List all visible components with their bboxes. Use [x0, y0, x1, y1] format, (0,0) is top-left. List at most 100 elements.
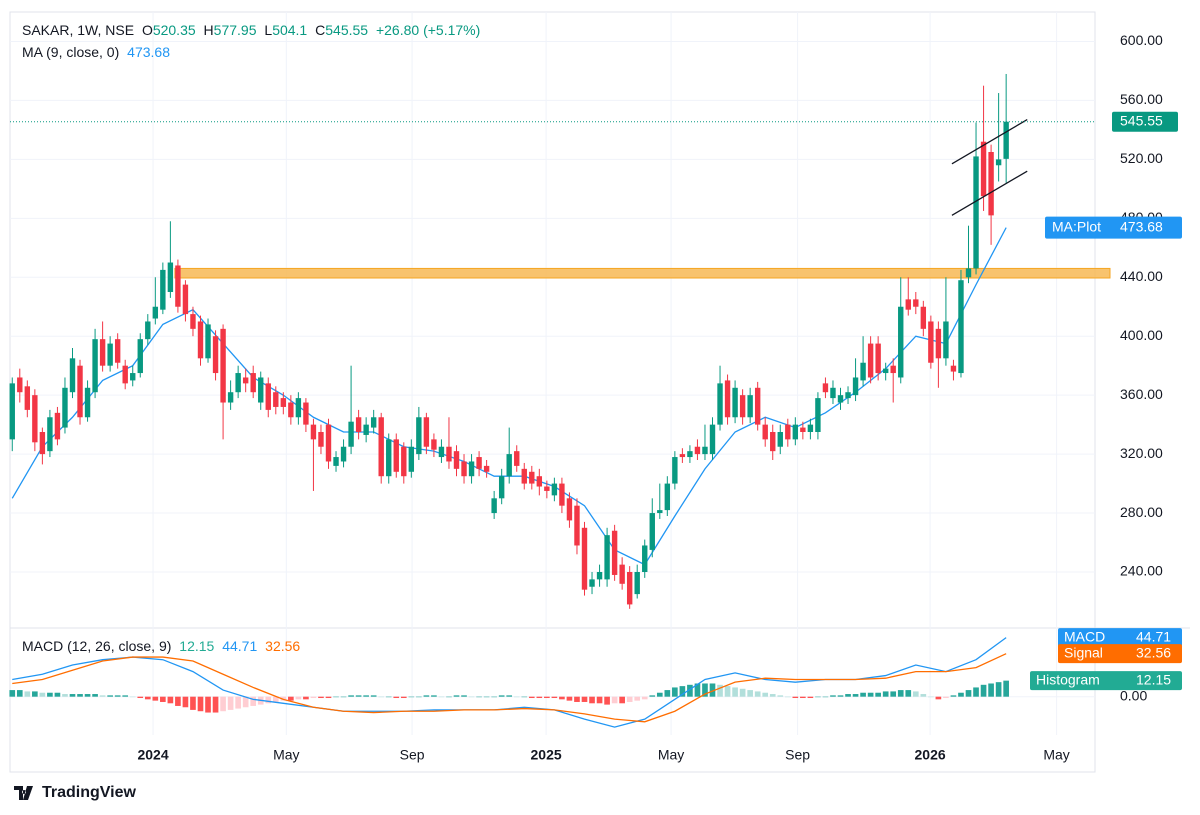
histogram-bar	[378, 696, 385, 698]
histogram-bar	[461, 695, 467, 697]
candle-body	[536, 476, 543, 487]
histogram-bar	[212, 696, 219, 713]
candle-body	[333, 457, 339, 466]
candle-body	[197, 321, 204, 359]
histogram-bar	[845, 694, 851, 697]
signal-tag-name: Signal	[1064, 644, 1103, 660]
histogram-bar	[551, 696, 558, 699]
ohlc-label: O	[141, 22, 153, 38]
histogram-value: 12.15	[179, 638, 215, 654]
candle-body	[694, 446, 701, 455]
candle-body	[468, 461, 475, 477]
histogram-bar	[875, 692, 881, 697]
macd-value: 44.71	[222, 638, 258, 654]
candle-body	[626, 572, 633, 605]
candle-body	[837, 395, 844, 403]
candle-body	[649, 513, 655, 550]
histogram-bar	[114, 695, 121, 697]
candle-body	[107, 343, 113, 366]
histogram-bar	[559, 696, 565, 700]
candle-body	[491, 498, 497, 514]
x-tick-label: Sep	[400, 747, 425, 763]
candle-body	[92, 339, 98, 393]
branding: TradingView	[14, 784, 136, 802]
ma-name: MA (9, close, 0)	[22, 44, 120, 60]
histogram-bar	[604, 696, 610, 705]
histogram-bar	[491, 696, 497, 698]
histogram-bar	[24, 691, 31, 697]
histogram-bar	[995, 682, 1002, 697]
histogram-bar	[205, 696, 211, 713]
candle-body	[205, 324, 211, 359]
candle-body	[461, 461, 467, 477]
histogram-bar	[980, 684, 987, 697]
histogram-bar	[197, 696, 204, 712]
candle-body	[589, 579, 595, 587]
candle-body	[17, 377, 23, 393]
histogram-bar	[16, 690, 23, 697]
candle-body	[995, 159, 1002, 166]
histogram-bar	[544, 696, 550, 699]
ma-legend: MA (9, close, 0) 473.68	[22, 44, 174, 60]
histogram-bar	[897, 690, 904, 697]
histogram-bar	[182, 696, 189, 708]
candle-body	[777, 432, 783, 447]
candle-body	[39, 432, 46, 455]
candle-body	[702, 446, 708, 455]
histogram-bar	[641, 696, 648, 700]
histogram-bar	[355, 695, 362, 697]
candle-body	[898, 306, 904, 378]
price-change: +26.80 (+5.17%)	[375, 22, 481, 38]
y-tick-label: 280.00	[1120, 504, 1163, 520]
histogram-bar	[664, 690, 671, 697]
y-tick-label: 400.00	[1120, 327, 1163, 343]
candle-body	[401, 446, 407, 477]
ohlc-label: L	[264, 22, 273, 38]
candle-body	[227, 392, 234, 403]
histogram-bar	[596, 696, 603, 704]
histogram-bar	[227, 696, 234, 710]
histogram-bar	[92, 694, 98, 697]
histogram-bar	[498, 695, 505, 697]
histogram-bar	[852, 694, 859, 697]
candle-body	[965, 268, 972, 278]
histogram-bar	[717, 684, 723, 697]
candle-body	[378, 417, 384, 477]
candle-body	[137, 339, 143, 374]
candle-body	[544, 486, 550, 491]
candle-body	[852, 377, 859, 396]
candle-body	[54, 412, 61, 440]
channel-line	[951, 170, 1028, 216]
histogram-bar	[340, 696, 347, 698]
histogram-tag-value: 12.15	[1136, 671, 1171, 687]
histogram-bar	[1003, 680, 1009, 697]
histogram-bar	[62, 694, 68, 697]
candle-body	[762, 424, 768, 440]
candle-body	[47, 417, 53, 452]
candle-body	[815, 398, 821, 432]
candle-body	[175, 265, 181, 307]
y-tick-label: 360.00	[1120, 386, 1163, 402]
histogram-bar	[32, 691, 38, 697]
y-tick-label: 440.00	[1120, 268, 1163, 284]
candle-body	[318, 432, 324, 447]
histogram-bar	[385, 696, 392, 698]
candle-body	[642, 545, 648, 572]
support-zone	[174, 267, 1111, 279]
histogram-bar	[513, 696, 520, 698]
histogram-bar	[754, 691, 761, 697]
candle-body	[303, 402, 309, 425]
histogram-bar	[626, 696, 633, 702]
histogram-bar	[928, 696, 934, 698]
x-tick-label: 2026	[915, 747, 946, 763]
x-tick-label: 2024	[137, 747, 168, 763]
signal-tag	[1058, 644, 1182, 664]
candle-body	[122, 365, 128, 384]
candle-body	[190, 314, 196, 329]
candle-body	[32, 395, 38, 443]
candle-body	[348, 421, 354, 447]
histogram-bar	[792, 696, 799, 699]
histogram-bar	[250, 696, 257, 706]
histogram-bar	[348, 695, 354, 697]
candle-body	[747, 395, 753, 418]
